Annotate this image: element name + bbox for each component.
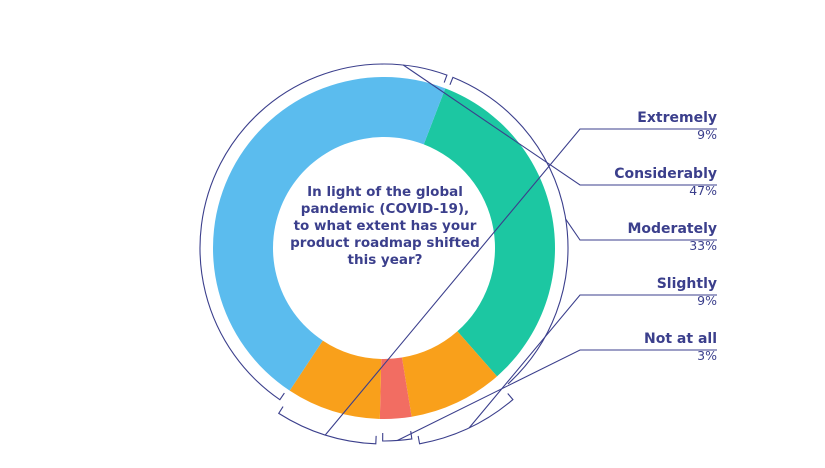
legend-value: 47%: [689, 183, 717, 198]
legend-label: Not at all: [644, 331, 717, 347]
legend-label: Considerably: [614, 166, 717, 182]
slice-not-at-all: [379, 357, 412, 419]
question-line: to what extent has your: [293, 218, 477, 234]
question-line: product roadmap shifted: [290, 235, 480, 251]
leader-arc-moderately: [449, 76, 569, 385]
leader-connector-slightly: [468, 294, 717, 429]
center-question: In light of the global pandemic (COVID-1…: [270, 184, 500, 269]
legend-value: 33%: [689, 238, 717, 253]
question-line: pandemic (COVID-19),: [300, 201, 470, 217]
slice-extremely: [289, 340, 382, 419]
legend-item-extremely: Extremely 9%: [637, 110, 717, 143]
legend-label: Moderately: [627, 221, 717, 237]
leader-connector-considerably: [402, 64, 717, 186]
slice-moderately: [423, 88, 555, 377]
leader-arc-considerably: [199, 63, 448, 401]
legend-item-slightly: Slightly 9%: [657, 276, 717, 309]
leader-connector-extremely: [324, 128, 717, 436]
leader-connector-moderately: [565, 218, 717, 241]
leader-connector-not-at-all: [397, 349, 717, 442]
legend-label: Extremely: [637, 110, 717, 126]
question-line: this year?: [347, 252, 423, 268]
legend-item-considerably: Considerably 47%: [614, 166, 717, 199]
slice-considerably: [213, 77, 446, 391]
legend-item-moderately: Moderately 33%: [627, 221, 717, 254]
legend-value: 9%: [697, 293, 717, 308]
question-line: In light of the global: [307, 184, 463, 200]
legend-value: 3%: [697, 348, 717, 363]
legend-value: 9%: [697, 127, 717, 142]
slice-slightly: [401, 331, 498, 417]
leader-lines: [199, 63, 717, 445]
legend-item-not-at-all: Not at all 3%: [644, 331, 717, 364]
legend-label: Slightly: [656, 276, 717, 292]
donut-slices: [213, 77, 555, 419]
